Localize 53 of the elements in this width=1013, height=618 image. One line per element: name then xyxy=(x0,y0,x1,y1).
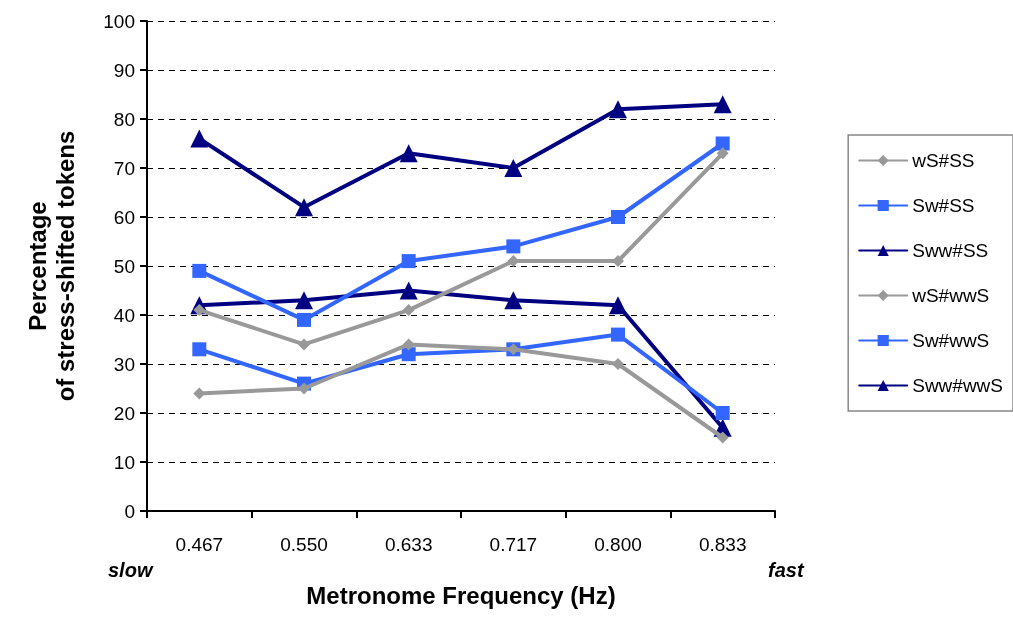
point xyxy=(402,304,415,317)
x-axis-title: Metronome Frequency (Hz) xyxy=(306,581,616,609)
x-tick-label: 0.717 xyxy=(489,534,538,555)
point xyxy=(295,198,313,217)
point xyxy=(609,100,627,119)
legend-label: Sw#wwS xyxy=(912,330,990,351)
x-tick-label: 0.467 xyxy=(175,534,224,555)
legend-label: wS#SS xyxy=(911,150,975,171)
point xyxy=(401,254,416,269)
point xyxy=(297,312,311,327)
point xyxy=(713,95,732,114)
y-tick-label: 70 xyxy=(113,157,135,179)
point xyxy=(715,406,730,420)
x-tick-label: 0.833 xyxy=(698,534,747,555)
y-tick-label: 10 xyxy=(113,451,135,473)
point xyxy=(611,327,625,342)
point xyxy=(611,210,625,224)
point xyxy=(399,144,418,163)
text: slow xyxy=(108,559,154,581)
y-tick-label: 40 xyxy=(113,304,135,326)
point xyxy=(298,338,310,351)
point xyxy=(715,136,730,151)
x-tick-label: 0.550 xyxy=(280,534,328,555)
y-tick-label: 0 xyxy=(124,500,135,522)
point xyxy=(295,291,313,310)
legend-label: Sw#SS xyxy=(912,195,975,216)
y-tick-label: 90 xyxy=(113,59,135,81)
point xyxy=(192,263,207,278)
legend-label: Sww#wwS xyxy=(912,375,1004,396)
point xyxy=(298,382,310,395)
x-tick-label: 0.800 xyxy=(594,534,642,555)
y-tick-label: 100 xyxy=(103,10,135,32)
point xyxy=(190,129,209,148)
point xyxy=(612,358,624,370)
x-tick-label: 0.633 xyxy=(384,534,433,555)
point xyxy=(401,347,416,362)
point xyxy=(192,342,207,357)
y-tick-label: 60 xyxy=(113,206,135,228)
point xyxy=(399,281,418,300)
point xyxy=(504,291,523,310)
y-tick-label: 50 xyxy=(113,255,135,277)
y-axis-title: Percentage of stress-shifted tokens xyxy=(23,130,79,402)
point xyxy=(506,239,521,254)
y-tick-label: 20 xyxy=(113,402,135,424)
point xyxy=(716,431,729,444)
y-tick-label: 80 xyxy=(113,108,135,130)
legend-label: wS#wwS xyxy=(911,285,990,306)
point xyxy=(504,159,523,177)
point xyxy=(609,296,627,315)
text: fast xyxy=(768,559,805,581)
legend-label: Sww#SS xyxy=(912,240,989,261)
point xyxy=(716,147,729,160)
y-tick-label: 30 xyxy=(113,353,135,375)
